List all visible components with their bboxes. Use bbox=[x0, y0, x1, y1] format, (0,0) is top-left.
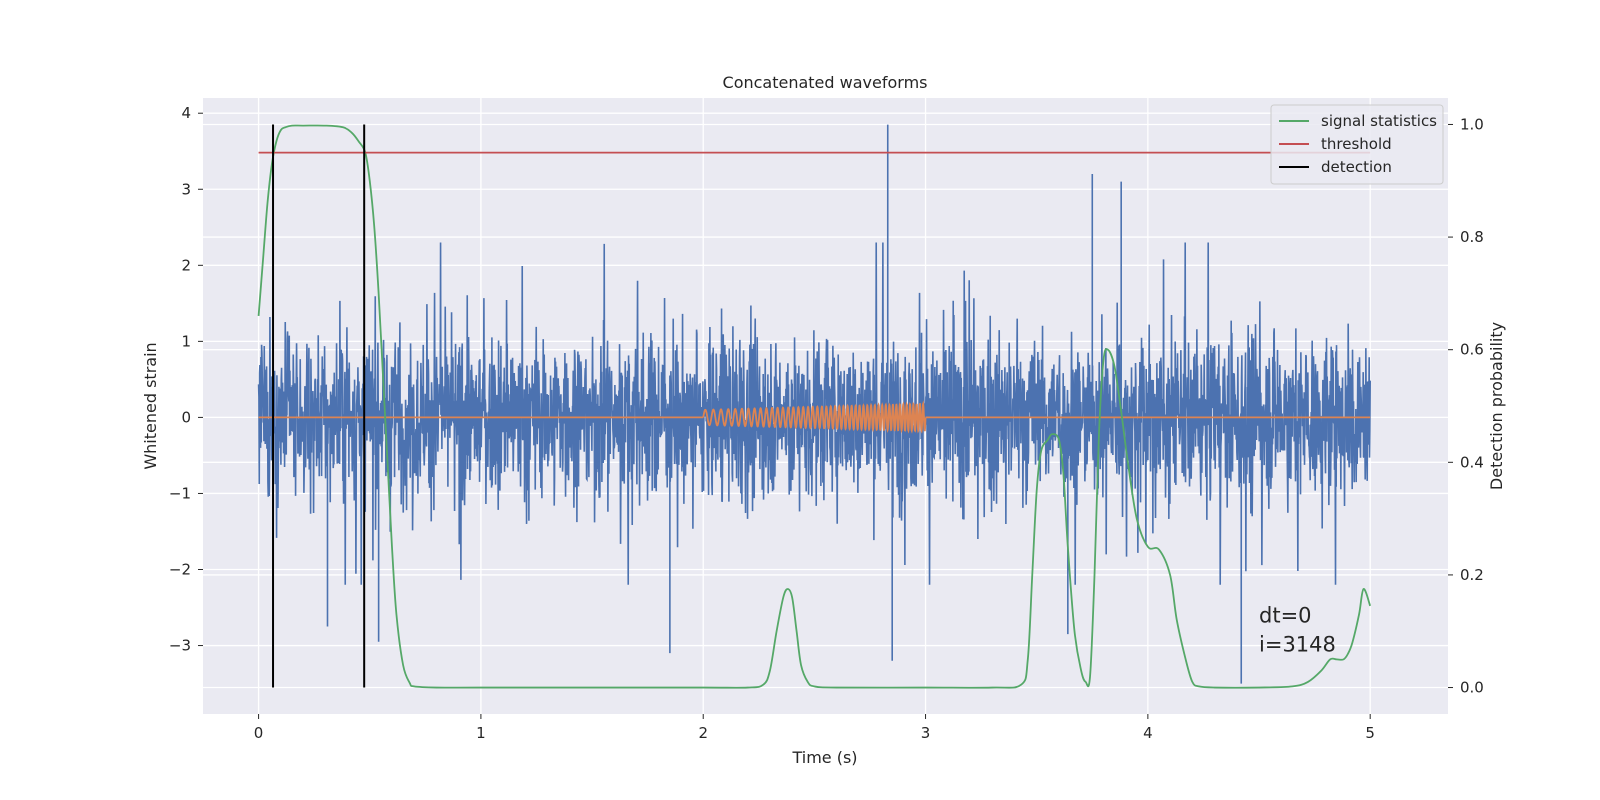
legend: signal statistics threshold detection bbox=[1270, 104, 1444, 185]
legend-box bbox=[1270, 104, 1444, 185]
x-axis-label: Time (s) bbox=[791, 748, 857, 767]
axes-layer: 0 1 2 3 4 5 −3 −2 −1 0 1 2 3 4 0.0 0.2 0.4 0.6 0.8 1.0 bbox=[169, 104, 1484, 742]
y-tick-label: 0 bbox=[181, 408, 191, 426]
x-tick-label: 3 bbox=[921, 724, 931, 742]
annotation-text: dt=0 bbox=[1259, 604, 1312, 628]
x-tick-label: 2 bbox=[698, 724, 708, 742]
template-chirp bbox=[702, 400, 927, 434]
y-tick-label: 3 bbox=[181, 180, 191, 198]
y2-tick-label: 0.0 bbox=[1460, 679, 1484, 697]
y-tick-label: 2 bbox=[181, 256, 191, 274]
strain-series bbox=[257, 124, 1371, 684]
y2-tick-label: 0.2 bbox=[1460, 566, 1484, 584]
y-tick-label: −2 bbox=[169, 561, 191, 579]
legend-label: threshold bbox=[1321, 135, 1392, 153]
y-tick-label: 4 bbox=[181, 104, 191, 122]
y-tick-label: −1 bbox=[169, 484, 191, 502]
y-axis-label: Whitened strain bbox=[141, 342, 160, 469]
x-tick-label: 4 bbox=[1143, 724, 1153, 742]
x-tick-label: 5 bbox=[1365, 724, 1375, 742]
annotations-layer: dt=0 i=3148 bbox=[1259, 604, 1336, 657]
legend-label: detection bbox=[1321, 158, 1392, 176]
x-tick-label: 0 bbox=[254, 724, 264, 742]
annotation-text: i=3148 bbox=[1259, 633, 1336, 657]
strain-line bbox=[257, 242, 1371, 585]
y2-tick-label: 1.0 bbox=[1460, 115, 1484, 133]
y2-tick-label: 0.8 bbox=[1460, 228, 1484, 246]
legend-label: signal statistics bbox=[1321, 112, 1437, 130]
chart-title: Concatenated waveforms bbox=[723, 73, 928, 92]
y2-axis-label: Detection probability bbox=[1487, 322, 1506, 490]
signal-statistics-line bbox=[257, 124, 1372, 689]
y2-tick-label: 0.6 bbox=[1460, 341, 1484, 359]
y2-tick-label: 0.4 bbox=[1460, 453, 1484, 471]
y-tick-label: 1 bbox=[181, 332, 191, 350]
y-tick-label: −3 bbox=[169, 637, 191, 655]
x-tick-label: 1 bbox=[476, 724, 486, 742]
series-layer bbox=[257, 124, 1372, 689]
template-series bbox=[258, 400, 1371, 434]
